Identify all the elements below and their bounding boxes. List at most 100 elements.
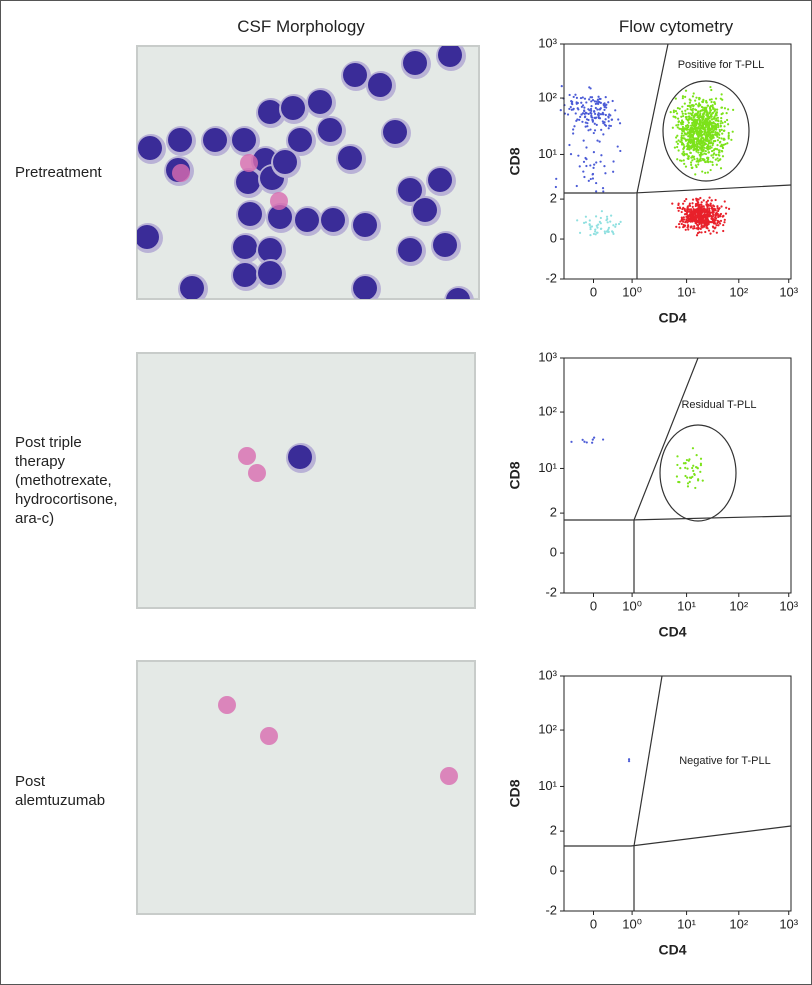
event-dot (702, 148, 705, 151)
event-dot (700, 206, 703, 209)
event-dot (594, 102, 597, 106)
cell-nucleus (180, 276, 204, 299)
event-dot (684, 112, 687, 116)
event-dot (690, 163, 693, 166)
event-dot (693, 225, 696, 228)
event-dot (699, 196, 702, 200)
event-dot (723, 218, 726, 221)
cell-nucleus (308, 90, 332, 114)
event-dot (616, 145, 619, 148)
event-dot (714, 97, 718, 100)
gate-line (633, 675, 663, 911)
event-dot (592, 232, 596, 235)
event-dot (686, 221, 689, 224)
plot-frame (563, 357, 792, 594)
event-dot (706, 227, 709, 230)
event-dot (681, 105, 684, 108)
event-dot (727, 108, 730, 111)
event-dot (705, 114, 709, 117)
event-dot (713, 127, 717, 130)
event-dot (609, 114, 612, 117)
event-dot (698, 102, 701, 105)
event-dot (685, 153, 688, 156)
event-dot (709, 232, 712, 235)
cell-nucleus (236, 170, 260, 194)
event-dot (673, 146, 677, 149)
event-dot (695, 121, 699, 124)
event-dot (577, 154, 580, 157)
event-dot (717, 207, 721, 211)
event-dot (716, 157, 719, 160)
event-dot (692, 207, 695, 211)
event-dot (598, 117, 602, 120)
red-cell (440, 767, 458, 785)
event-dot (672, 111, 675, 114)
event-dot (684, 165, 688, 168)
event-dot (680, 119, 684, 122)
event-dot (722, 143, 725, 146)
event-dot (590, 109, 593, 113)
event-dot (604, 113, 607, 117)
event-dot (607, 127, 610, 130)
event-dot (685, 212, 688, 216)
event-dot (582, 160, 586, 163)
event-dot (720, 117, 723, 120)
event-dot (585, 164, 588, 168)
event-dot (595, 181, 598, 185)
event-dot (575, 101, 578, 104)
cells (238, 443, 316, 482)
event-dot (605, 106, 608, 109)
event-dot (723, 221, 726, 224)
event-dot (680, 210, 683, 214)
event-dot (576, 118, 579, 121)
event-dot (685, 128, 688, 131)
event-dot (682, 202, 685, 205)
column-header: Flow cytometry (618, 17, 734, 36)
event-dot (596, 226, 599, 229)
event-dot (724, 142, 727, 146)
event-dot (589, 107, 593, 111)
event-dot (696, 159, 700, 162)
event-dot (715, 133, 718, 137)
x-tick-label: 0 (590, 284, 597, 299)
event-dot (605, 219, 608, 222)
event-dot (677, 202, 680, 205)
event-dot (708, 126, 711, 129)
event-dot (681, 125, 685, 129)
x-axis-label: CD4 (658, 942, 686, 958)
event-dot (595, 231, 599, 234)
event-dot (569, 153, 573, 156)
event-dot (710, 154, 713, 157)
gate-label: Positive for T-PLL (678, 59, 765, 71)
event-dot (690, 156, 693, 159)
event-dot (690, 214, 693, 218)
event-dot (599, 113, 602, 116)
cell-nucleus (353, 276, 377, 299)
event-dot (694, 122, 697, 125)
event-dot (708, 106, 712, 109)
cell-nucleus (398, 238, 422, 262)
event-dot (700, 138, 703, 141)
event-dot (691, 103, 694, 107)
event-dot (709, 137, 712, 140)
event-dot (709, 85, 712, 89)
event-dot (699, 470, 702, 473)
event-dot (676, 142, 679, 145)
y-tick-label: 0 (550, 862, 557, 877)
event-dot (574, 93, 577, 96)
event-dot (694, 486, 697, 490)
event-dot (678, 107, 681, 110)
event-dot (682, 134, 685, 137)
event-dot (714, 153, 718, 156)
event-dot (708, 145, 712, 148)
event-dot (682, 143, 685, 146)
cell-nucleus (446, 288, 470, 299)
event-dot (695, 131, 698, 134)
event-dot (686, 126, 689, 129)
event-dot (600, 113, 604, 116)
plot-frame (563, 675, 792, 912)
event-dot (690, 212, 693, 215)
x-tick-label: 10³ (779, 916, 798, 931)
event-dot (591, 99, 595, 102)
event-dot (696, 114, 699, 117)
